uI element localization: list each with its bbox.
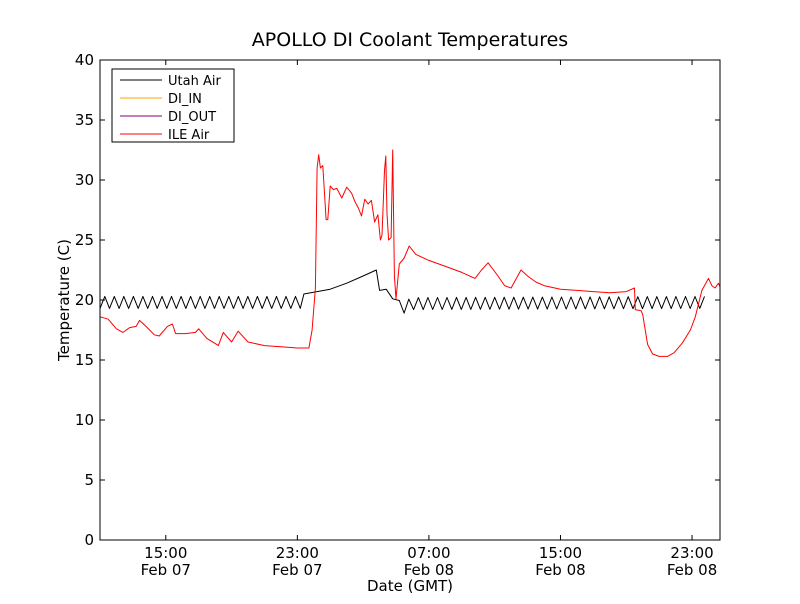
x-tick-date-label: Feb 08 xyxy=(404,561,454,579)
y-tick-label: 40 xyxy=(75,51,94,69)
x-tick-date-label: Feb 07 xyxy=(272,561,322,579)
x-axis-label: Date (GMT) xyxy=(367,577,453,595)
legend-label: Utah Air xyxy=(168,74,221,89)
series-line-utah-air xyxy=(99,269,705,314)
legend: Utah Air DI_IN DI_OUT ILE Air xyxy=(111,68,235,143)
y-axis-ticks: 0 5 10 15 20 25 30 35 40 xyxy=(75,51,720,549)
x-tick-time-label: 23:00 xyxy=(670,544,713,562)
y-tick-label: 35 xyxy=(75,111,94,129)
plot-frame xyxy=(99,59,721,541)
x-tick-time-label: 15:00 xyxy=(539,544,582,562)
x-tick-time-label: 07:00 xyxy=(407,544,450,562)
y-tick-label: 30 xyxy=(75,171,94,189)
y-tick-label: 20 xyxy=(75,291,94,309)
legend-label: DI_IN xyxy=(168,92,202,107)
y-tick-label: 10 xyxy=(75,411,94,429)
chart-title: APOLLO DI Coolant Temperatures xyxy=(252,29,568,51)
legend-box xyxy=(111,68,235,143)
y-axis-label: Temperature (C) xyxy=(55,239,73,362)
x-tick-date-label: Feb 07 xyxy=(141,561,191,579)
y-tick-label: 5 xyxy=(84,471,94,489)
y-tick-label: 0 xyxy=(84,531,94,549)
x-tick-date-label: Feb 08 xyxy=(667,561,717,579)
x-tick-time-label: 15:00 xyxy=(144,544,187,562)
y-tick-label: 25 xyxy=(75,231,94,249)
series-layer xyxy=(99,149,721,357)
legend-label: ILE Air xyxy=(168,128,210,143)
legend-label: DI_OUT xyxy=(168,110,216,125)
series-line-ile-air xyxy=(99,149,721,357)
x-tick-time-label: 23:00 xyxy=(276,544,319,562)
y-tick-label: 15 xyxy=(75,351,94,369)
x-tick-date-label: Feb 08 xyxy=(535,561,585,579)
